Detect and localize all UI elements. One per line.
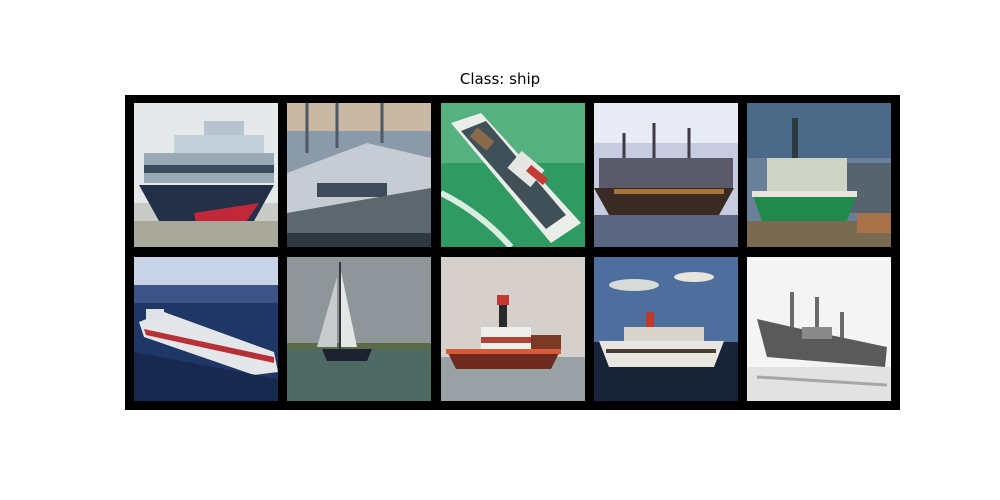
ship-image-5-graphic <box>747 103 891 247</box>
ship-image-7-graphic <box>287 257 431 401</box>
ship-image-8 <box>441 257 585 401</box>
ship-image-10 <box>747 257 891 401</box>
ship-image-6-graphic <box>134 257 278 401</box>
ship-image-9-graphic <box>594 257 738 401</box>
ship-image-1-graphic <box>134 103 278 247</box>
ship-image-7 <box>287 257 431 401</box>
image-grid <box>125 95 900 410</box>
ship-image-3-graphic <box>441 103 585 247</box>
ship-image-3 <box>441 103 585 247</box>
ship-image-10-graphic <box>747 257 891 401</box>
ship-image-4-graphic <box>594 103 738 247</box>
ship-image-6 <box>134 257 278 401</box>
ship-image-4 <box>594 103 738 247</box>
ship-image-5 <box>747 103 891 247</box>
ship-image-2 <box>287 103 431 247</box>
ship-image-2-graphic <box>287 103 431 247</box>
ship-image-8-graphic <box>441 257 585 401</box>
ship-image-1 <box>134 103 278 247</box>
ship-image-9 <box>594 257 738 401</box>
figure-title: Class: ship <box>459 70 541 88</box>
